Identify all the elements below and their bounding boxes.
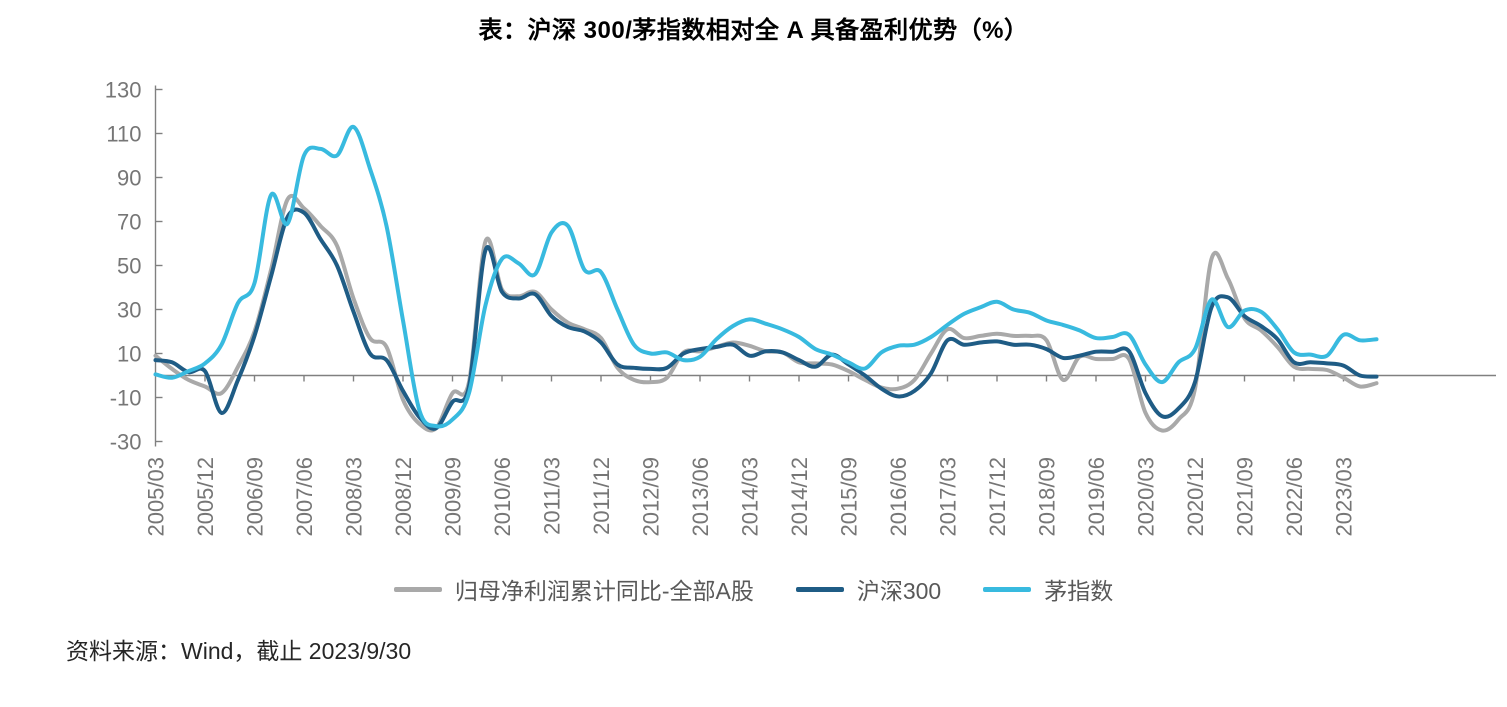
- svg-text:2020/03: 2020/03: [1134, 457, 1159, 537]
- svg-text:2011/12: 2011/12: [589, 457, 614, 535]
- svg-text:110: 110: [106, 122, 141, 147]
- svg-text:2020/12: 2020/12: [1183, 457, 1208, 537]
- svg-text:2005/03: 2005/03: [144, 457, 169, 537]
- svg-text:2009/09: 2009/09: [441, 457, 466, 537]
- svg-text:30: 30: [117, 298, 141, 323]
- svg-text:70: 70: [117, 210, 141, 235]
- svg-text:130: 130: [105, 78, 142, 103]
- svg-text:90: 90: [117, 166, 141, 191]
- svg-text:-30: -30: [110, 430, 142, 455]
- svg-text:2005/12: 2005/12: [193, 457, 218, 537]
- svg-text:2016/06: 2016/06: [886, 457, 911, 537]
- chart-legend: 归母净利润累计同比-全部A股 沪深300 茅指数: [0, 572, 1507, 606]
- legend-item-mao: 茅指数: [983, 572, 1113, 606]
- svg-text:2018/09: 2018/09: [1035, 457, 1060, 537]
- svg-text:10: 10: [117, 342, 141, 367]
- svg-text:2006/09: 2006/09: [243, 457, 268, 537]
- svg-text:2014/12: 2014/12: [787, 457, 812, 537]
- svg-text:2012/09: 2012/09: [639, 457, 664, 537]
- chart-title: 表：沪深 300/茅指数相对全 A 具备盈利优势（%）: [478, 17, 1029, 44]
- source-note: 资料来源：Wind，截止 2023/9/30: [66, 638, 412, 664]
- legend-line-mao: [983, 586, 1032, 592]
- chart-panel: 表：沪深 300/茅指数相对全 A 具备盈利优势（%） 130 110 90 70 50…: [0, 16, 1507, 666]
- svg-text:2021/09: 2021/09: [1233, 457, 1258, 537]
- svg-text:2008/03: 2008/03: [342, 457, 367, 537]
- svg-text:2013/06: 2013/06: [688, 457, 713, 537]
- legend-line-hs300: [795, 586, 844, 592]
- svg-text:2010/06: 2010/06: [490, 457, 515, 537]
- legend-label-hs300: 沪深300: [856, 578, 942, 604]
- svg-text:2015/09: 2015/09: [837, 457, 862, 537]
- svg-text:50: 50: [117, 254, 141, 279]
- legend-label-mao: 茅指数: [1044, 578, 1114, 604]
- legend-item-all-a: 归母净利润累计同比-全部A股: [393, 572, 754, 606]
- legend-label-all-a: 归母净利润累计同比-全部A股: [454, 578, 754, 604]
- svg-text:2007/06: 2007/06: [292, 457, 317, 537]
- svg-text:2017/12: 2017/12: [985, 457, 1010, 537]
- svg-text:2019/06: 2019/06: [1084, 457, 1109, 537]
- svg-text:2011/03: 2011/03: [540, 457, 565, 535]
- legend-item-hs300: 沪深300: [795, 572, 942, 606]
- svg-text:2022/06: 2022/06: [1282, 457, 1307, 537]
- svg-text:2014/03: 2014/03: [738, 457, 763, 537]
- svg-text:2023/03: 2023/03: [1332, 457, 1357, 537]
- legend-line-all-a: [393, 586, 442, 592]
- svg-text:-10: -10: [110, 386, 142, 411]
- svg-text:2017/03: 2017/03: [936, 457, 961, 537]
- svg-text:2008/12: 2008/12: [391, 457, 416, 537]
